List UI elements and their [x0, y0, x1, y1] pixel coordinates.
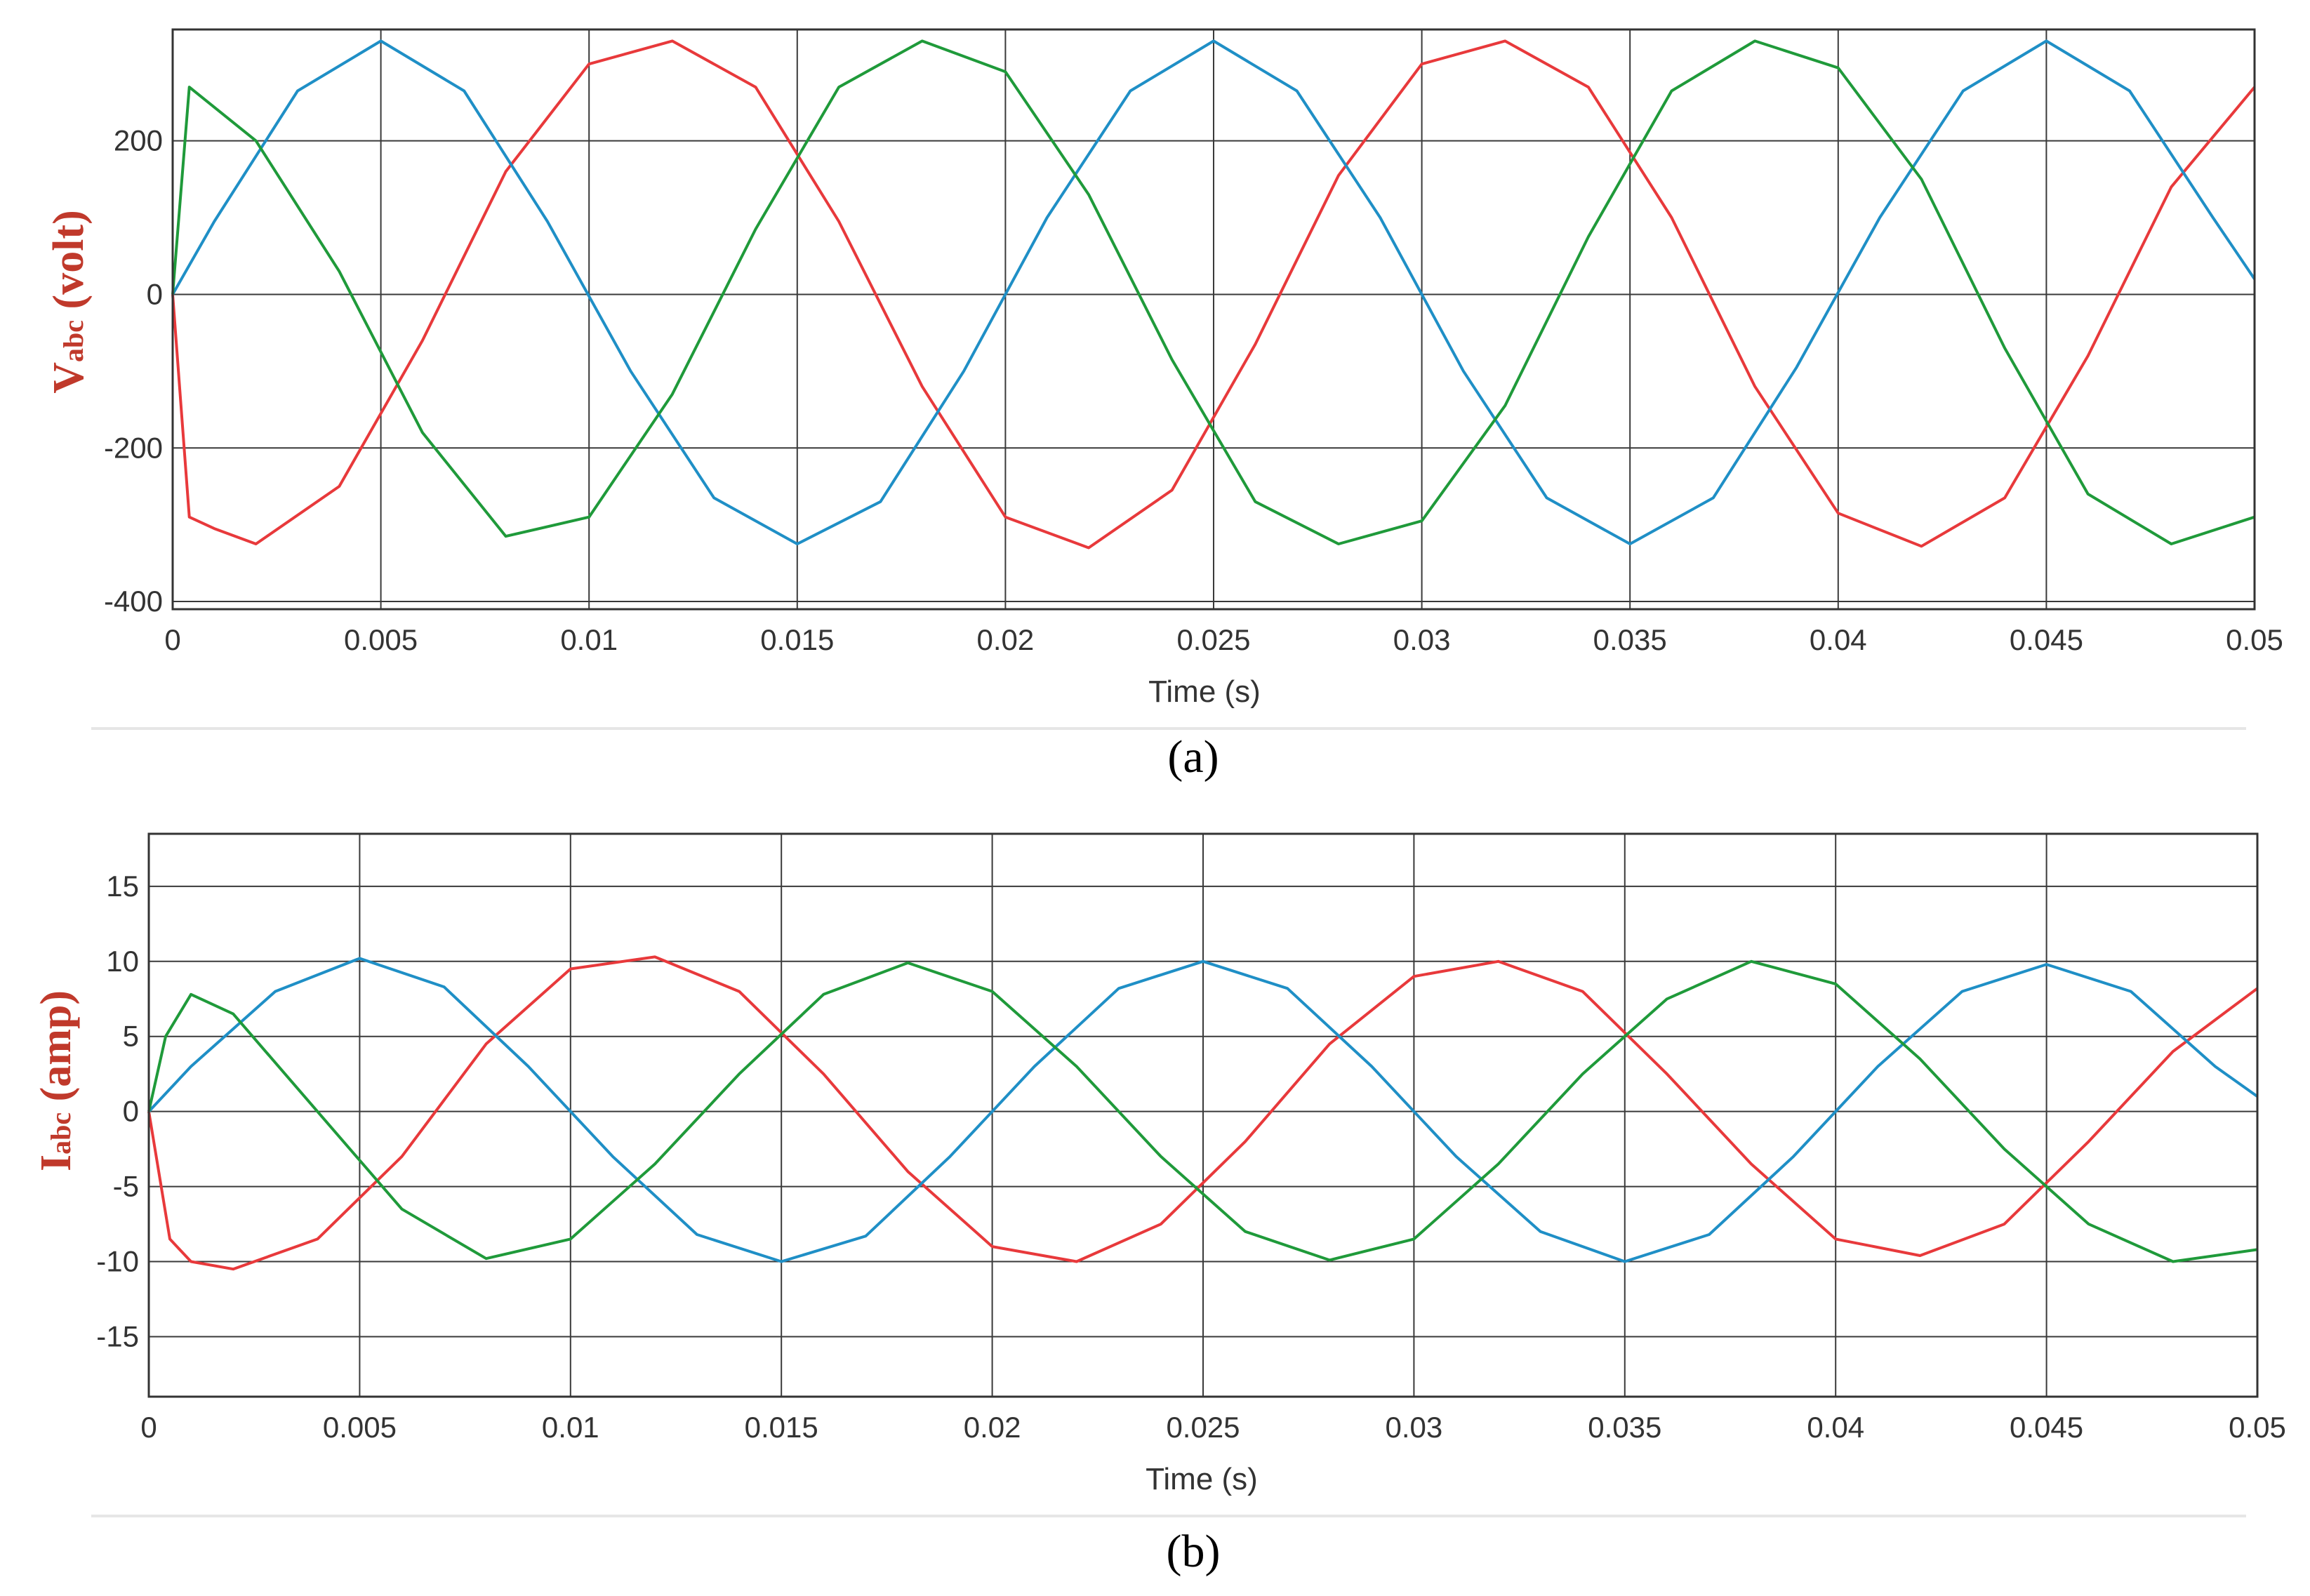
- y-tick-label: -15: [96, 1319, 139, 1352]
- y-tick-label: -200: [104, 431, 163, 464]
- current-ylabel-unit: (amp): [32, 990, 80, 1112]
- series-line-3: [171, 39, 2255, 545]
- x-tick-label: 0.005: [323, 1411, 397, 1444]
- current-axis-ylabel: Iabc (amp): [32, 990, 80, 1171]
- x-tick-label: 0.025: [1176, 623, 1250, 656]
- x-tick-label: 0.045: [2010, 623, 2083, 656]
- y-tick-label: 200: [114, 124, 163, 157]
- voltage-panel-caption: (a): [1167, 731, 1219, 783]
- y-tick-label: -5: [113, 1170, 139, 1203]
- x-tick-label: 0.035: [1588, 1411, 1661, 1444]
- y-tick-label: 10: [106, 945, 139, 978]
- voltage-axis-ylabel: Vabc (volt): [45, 210, 93, 393]
- x-tick-label: 0.01: [542, 1411, 599, 1444]
- voltage-ylabel-unit: (volt): [45, 210, 93, 320]
- x-tick-label: 0.02: [977, 623, 1035, 656]
- plot-frame: [147, 832, 2259, 1398]
- y-tick-label: 5: [123, 1020, 139, 1053]
- y-tick-label: -400: [104, 585, 163, 618]
- y-tick-label: 15: [106, 870, 139, 903]
- series-line-2: [171, 39, 2256, 545]
- x-tick-label: 0.01: [560, 623, 618, 656]
- series-line-1: [147, 955, 2259, 1271]
- current-axis-xlabel: Time (s): [1146, 1462, 1258, 1496]
- x-tick-label: 0.015: [745, 1411, 818, 1444]
- x-tick-label: 0.03: [1393, 623, 1451, 656]
- x-tick-label: 0.045: [2010, 1411, 2083, 1444]
- current-panel-caption: (b): [1167, 1526, 1221, 1577]
- x-tick-label: 0: [164, 623, 180, 656]
- voltage-axis-xlabel: Time (s): [1148, 674, 1261, 709]
- current-plot-area: [147, 832, 2259, 1398]
- x-tick-label: 0.035: [1593, 623, 1667, 656]
- voltage-ylabel-sub: abc: [58, 320, 89, 362]
- x-tick-label: 0.015: [760, 623, 834, 656]
- x-tick-label: 0: [140, 1411, 157, 1444]
- series-line-3: [147, 959, 2258, 1263]
- y-tick-label: 0: [123, 1095, 139, 1128]
- series-line-2: [147, 957, 2259, 1263]
- x-tick-label: 0.03: [1386, 1411, 1443, 1444]
- y-tick-label: -10: [96, 1245, 139, 1278]
- x-tick-label: 0.025: [1166, 1411, 1240, 1444]
- x-tick-label: 0.04: [1810, 623, 1867, 656]
- voltage-ylabel-main: V: [45, 362, 93, 394]
- current-panel: Iabc (amp) Time (s) (b) 0 0.005 0.01 0.015 0…: [32, 832, 2286, 1577]
- voltage-panel: Vabc (volt) Time (s) (a) 0 0.005 0.01 0.015…: [45, 28, 2283, 783]
- y-tick-label: 0: [147, 277, 163, 310]
- current-ylabel-sub: abc: [45, 1112, 77, 1155]
- series-line-1: [171, 39, 2256, 550]
- voltage-plot-area: [171, 28, 2256, 611]
- x-tick-label: 0.04: [1807, 1411, 1864, 1444]
- current-ylabel-main: I: [32, 1155, 80, 1171]
- x-tick-label: 0.005: [344, 623, 418, 656]
- x-tick-label: 0.02: [964, 1411, 1021, 1444]
- x-tick-label: 0.05: [2226, 623, 2283, 656]
- x-tick-label: 0.05: [2229, 1411, 2286, 1444]
- plot-frame: [171, 28, 2256, 611]
